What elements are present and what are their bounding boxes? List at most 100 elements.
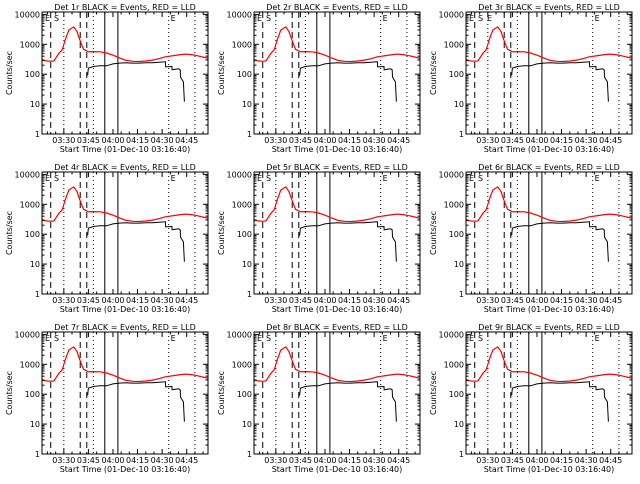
plot-frame — [41, 331, 209, 455]
y-tick-label: 10000 — [15, 10, 40, 19]
y-tick-label: 1000 — [20, 200, 40, 209]
x-tick-label: 03:45 — [289, 136, 312, 145]
plot-frame — [253, 11, 421, 135]
event-mark-label: S — [54, 334, 59, 343]
plot-frame — [253, 331, 421, 455]
x-axis-label: Start Time (01-Dec-10 03:16:40) — [272, 145, 403, 154]
x-tick-label: 04:45 — [387, 296, 410, 305]
x-tick-label: 04:30 — [363, 136, 386, 145]
lld-series-line — [254, 186, 420, 223]
y-tick-label: 1000 — [444, 40, 464, 49]
event-mark-label: E — [45, 14, 50, 23]
x-axis-label: Start Time (01-Dec-10 03:16:40) — [272, 465, 403, 474]
x-axis-label: Start Time (01-Dec-10 03:16:40) — [60, 465, 191, 474]
panel-title: Det 2r BLACK = Events, RED = LLD — [266, 3, 408, 12]
x-tick-label: 04:15 — [550, 296, 573, 305]
y-axis-label: Counts/sec — [217, 371, 226, 415]
x-axis-label: Start Time (01-Dec-10 03:16:40) — [484, 465, 615, 474]
events-series-line — [87, 61, 185, 102]
events-series-line — [511, 221, 609, 262]
panel-title: Det 5r BLACK = Events, RED = LLD — [266, 163, 408, 172]
y-axis-label: Counts/sec — [217, 211, 226, 255]
x-tick-label: 04:45 — [599, 136, 622, 145]
panel-title: Det 9r BLACK = Events, RED = LLD — [478, 323, 620, 332]
y-tick-label: 10 — [454, 420, 464, 429]
x-tick-label: 03:30 — [264, 296, 287, 305]
y-tick-label: 10000 — [227, 10, 252, 19]
y-tick-label: 100 — [449, 70, 464, 79]
x-tick-label: 04:00 — [101, 456, 124, 465]
y-tick-label: 10 — [454, 100, 464, 109]
x-tick-label: 04:15 — [126, 136, 149, 145]
plot-frame — [465, 11, 633, 135]
event-mark-label: E — [595, 174, 600, 183]
x-tick-label: 04:00 — [525, 296, 548, 305]
x-tick-label: 04:00 — [525, 136, 548, 145]
x-tick-label: 03:45 — [289, 456, 312, 465]
y-tick-label: 10000 — [227, 170, 252, 179]
x-tick-label: 04:45 — [175, 136, 198, 145]
x-tick-label: 04:00 — [525, 456, 548, 465]
event-mark-label: E — [171, 174, 176, 183]
x-tick-label: 04:15 — [126, 456, 149, 465]
x-axis-label: Start Time (01-Dec-10 03:16:40) — [272, 305, 403, 314]
event-mark-label: E — [171, 14, 176, 23]
event-mark-label: S — [266, 14, 271, 23]
plot-frame — [41, 11, 209, 135]
x-tick-label: 03:30 — [52, 456, 75, 465]
event-mark-label: S — [54, 14, 59, 23]
x-tick-label: 03:45 — [289, 296, 312, 305]
y-tick-label: 10000 — [15, 330, 40, 339]
x-tick-label: 03:30 — [264, 456, 287, 465]
x-axis-label: Start Time (01-Dec-10 03:16:40) — [484, 305, 615, 314]
x-tick-label: 04:30 — [151, 296, 174, 305]
event-mark-label: E — [469, 174, 474, 183]
x-tick-label: 04:15 — [338, 456, 361, 465]
y-tick-label: 1000 — [20, 360, 40, 369]
event-mark-label: E — [487, 14, 492, 23]
event-mark-label: S — [266, 174, 271, 183]
panel-title: Det 1r BLACK = Events, RED = LLD — [54, 3, 196, 12]
plot-frame — [41, 171, 209, 295]
y-tick-label: 1 — [459, 450, 464, 459]
lld-series-line — [42, 346, 208, 383]
x-tick-label: 03:30 — [476, 136, 499, 145]
y-axis-label: Counts/sec — [5, 211, 14, 255]
event-mark-label: E — [257, 174, 262, 183]
y-tick-label: 1 — [459, 130, 464, 139]
y-tick-label: 100 — [25, 70, 40, 79]
y-tick-label: 100 — [449, 230, 464, 239]
x-axis-label: Start Time (01-Dec-10 03:16:40) — [60, 305, 191, 314]
x-tick-label: 04:00 — [101, 136, 124, 145]
x-tick-label: 04:15 — [550, 136, 573, 145]
plot-frame — [253, 171, 421, 295]
events-series-line — [299, 221, 397, 262]
x-tick-label: 04:30 — [575, 456, 598, 465]
event-mark-label: S — [54, 174, 59, 183]
y-tick-label: 1 — [247, 290, 252, 299]
y-tick-label: 10000 — [439, 170, 464, 179]
event-mark-label: E — [383, 334, 388, 343]
events-series-line — [511, 381, 609, 422]
panel-title: Det 4r BLACK = Events, RED = LLD — [54, 163, 196, 172]
y-tick-label: 1 — [35, 450, 40, 459]
events-series-line — [511, 61, 609, 102]
x-tick-label: 04:00 — [313, 296, 336, 305]
panel-title: Det 7r BLACK = Events, RED = LLD — [54, 323, 196, 332]
event-mark-label: E — [595, 334, 600, 343]
x-tick-label: 03:45 — [501, 136, 524, 145]
x-tick-label: 04:45 — [387, 456, 410, 465]
lld-series-line — [42, 26, 208, 63]
y-tick-label: 10 — [30, 420, 40, 429]
